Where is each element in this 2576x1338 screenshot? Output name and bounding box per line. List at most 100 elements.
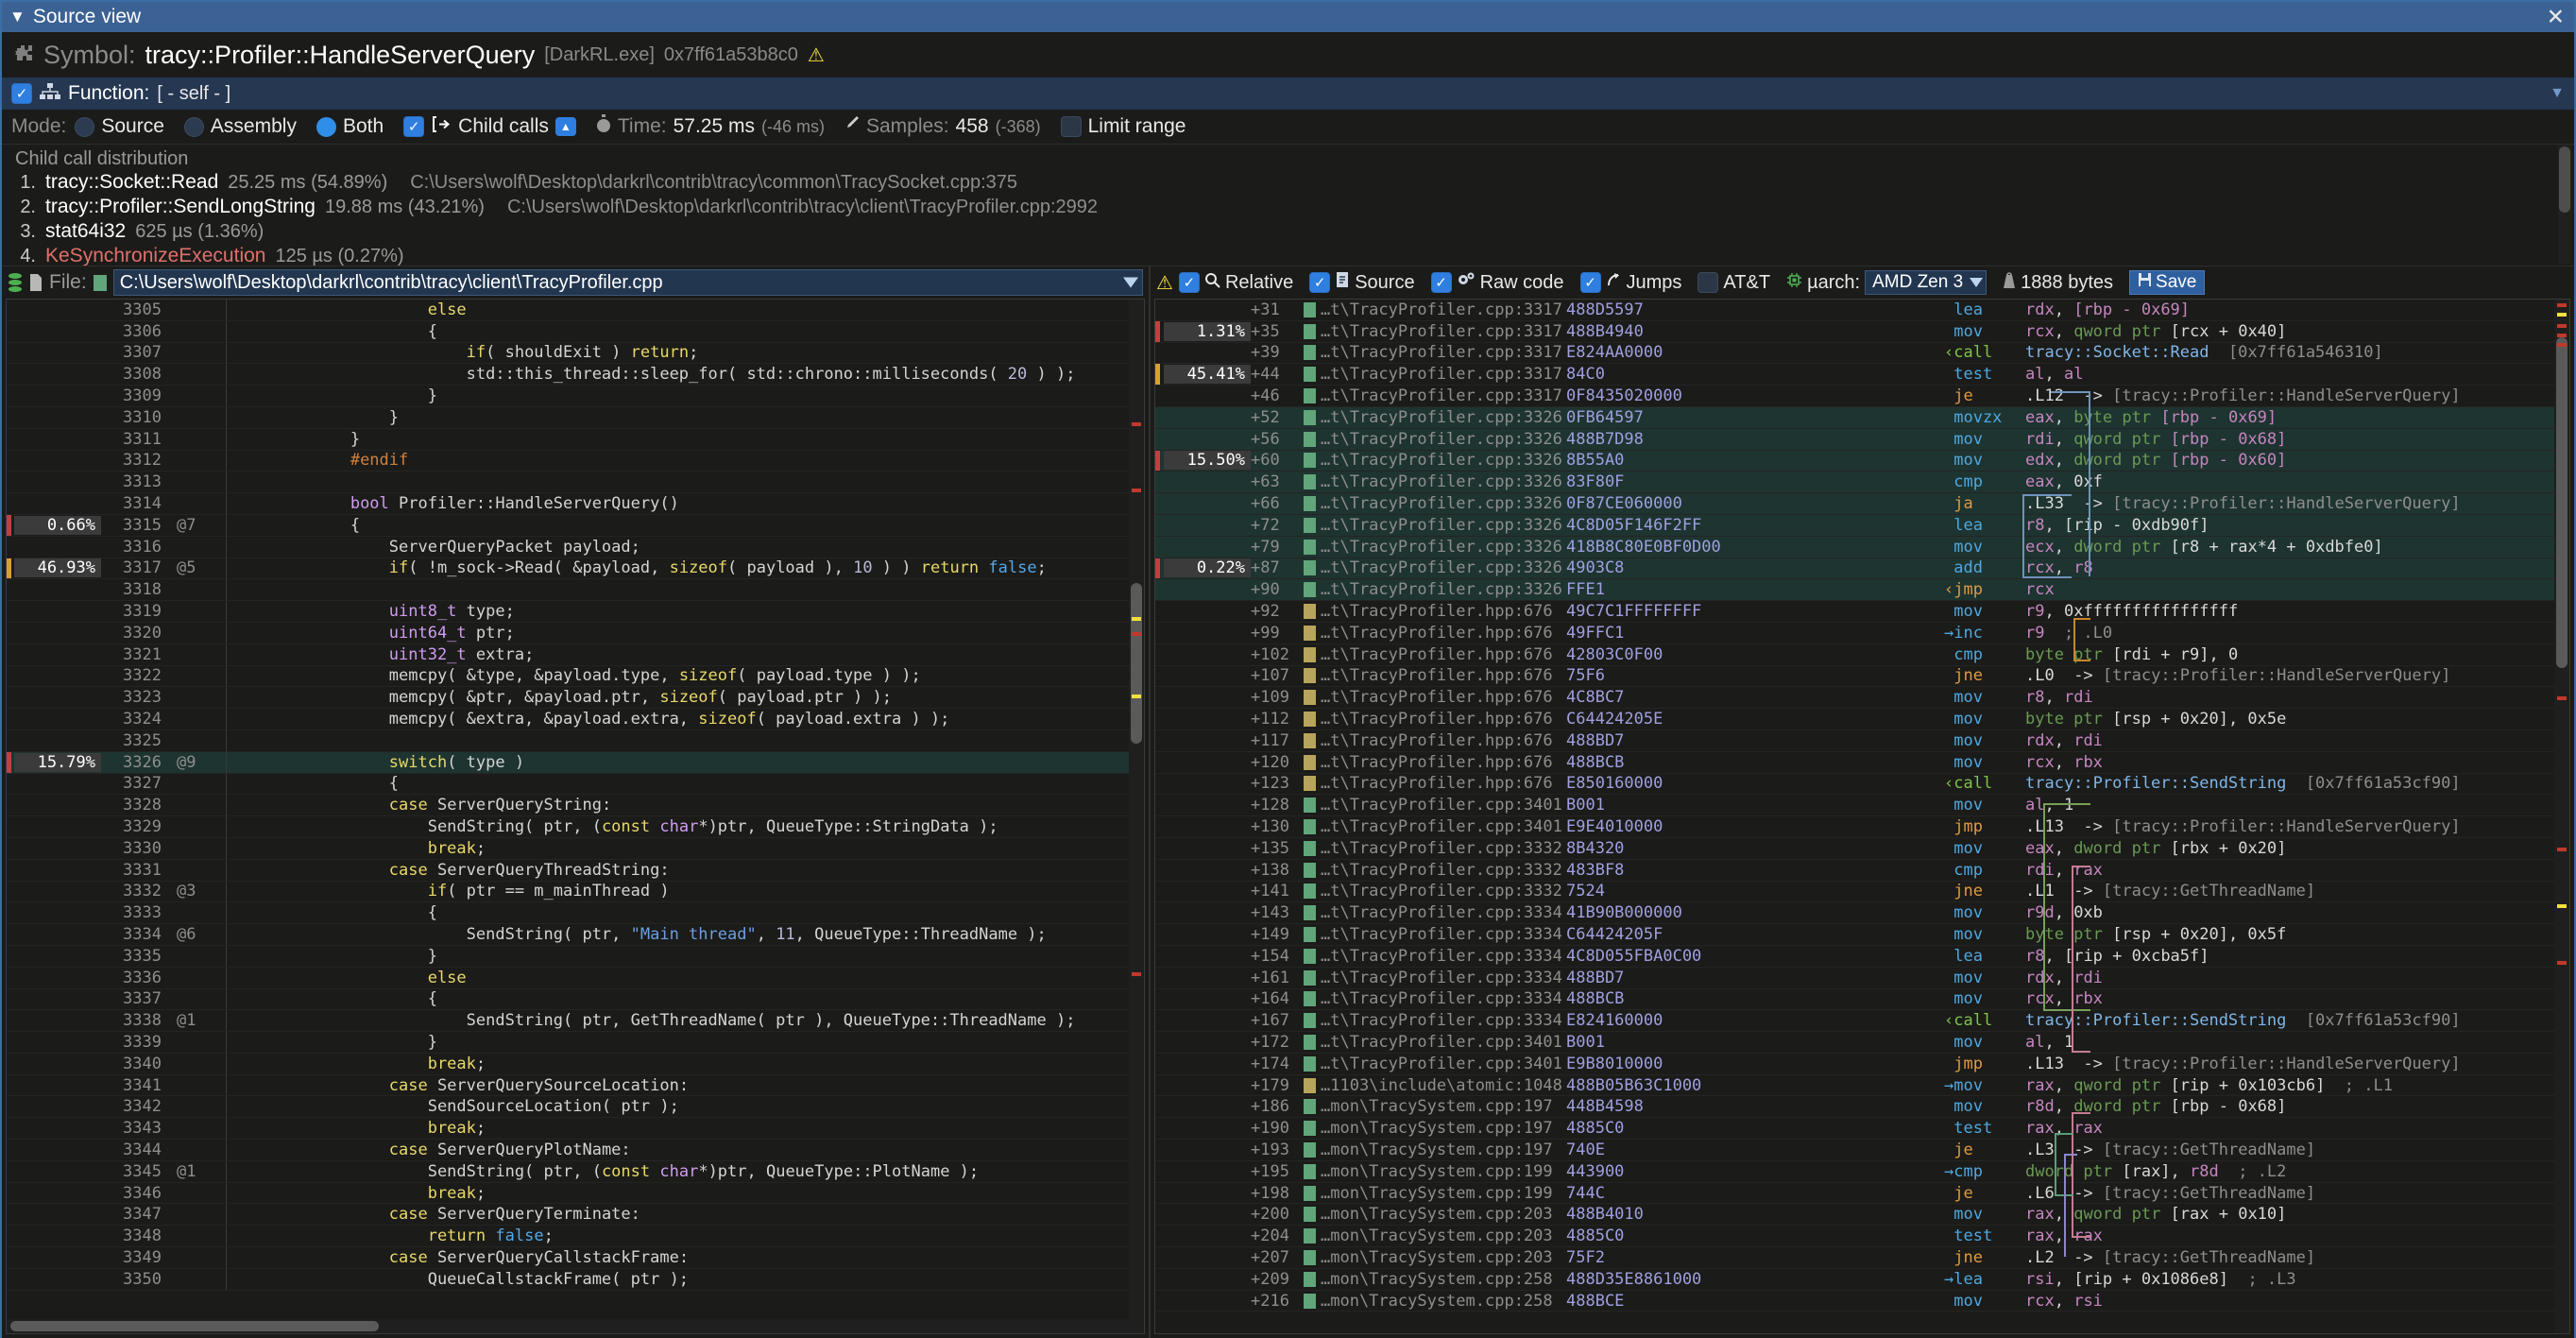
source-line[interactable]: 3350 QueueCallstackFrame( ptr ); [7,1268,1144,1291]
relative-toggle[interactable]: ✓ Relative [1178,272,1293,294]
assembly-code-area[interactable]: +31 …t\TracyProfiler.cpp:3317 488D5597 lea… [1154,299,2570,1334]
source-toggle[interactable]: ✓ Source [1309,271,1415,294]
source-line[interactable]: 3322 memcpy( &type, &payload.type, sizeo… [7,665,1144,688]
child-calls-toggle[interactable]: ✓ Child calls ▲ [403,115,576,138]
close-icon[interactable]: ✕ [2546,4,2565,29]
assembly-source-location[interactable]: …t\TracyProfiler.hpp:676 [1321,710,1553,729]
assembly-line[interactable]: +172 …t\TracyProfiler.cpp:3401 B001 mov al,… [1155,1032,2569,1054]
source-line[interactable]: 3342 SendSourceLocation( ptr ); [7,1096,1144,1119]
assembly-source-location[interactable]: …t\TracyProfiler.hpp:676 [1321,644,1553,664]
assembly-line[interactable]: +92 …t\TracyProfiler.hpp:676 49C7C1FFFFFFF… [1155,601,2569,623]
source-line[interactable]: 3311 } [7,428,1144,451]
source-hscrollbar[interactable] [7,1319,1129,1333]
assembly-line[interactable]: +56 …t\TracyProfiler.cpp:3326 488B7D98 mov… [1155,428,2569,451]
assembly-line[interactable]: +174 …t\TracyProfiler.cpp:3401 E9B8010000 … [1155,1054,2569,1075]
source-line[interactable]: 3341 case ServerQuerySourceLocation: [7,1074,1144,1097]
assembly-source-location[interactable]: …t\TracyProfiler.cpp:3326 [1321,580,1562,600]
source-line[interactable]: 3336 else [7,967,1144,989]
radio-both[interactable] [316,116,336,137]
mode-option-both[interactable]: Both [316,115,384,138]
assembly-line[interactable]: +107 …t\TracyProfiler.hpp:676 75F6 jne .L0 … [1155,666,2569,688]
source-line[interactable]: 3305 else [7,300,1144,321]
assembly-source-location[interactable]: …t\TracyProfiler.cpp:3334 [1321,925,1562,944]
assembly-line[interactable]: +154 …t\TracyProfiler.cpp:3334 4C8D055FBA0… [1155,946,2569,968]
source-line[interactable]: 3324 memcpy( &extra, &payload.extra, siz… [7,709,1144,730]
source-line[interactable]: 3347 case ServerQueryTerminate: [7,1204,1144,1226]
assembly-line[interactable]: +198 …mon\TracySystem.cpp:199 744C je .L6 -… [1155,1183,2569,1205]
source-line[interactable]: 3307 if( shouldExit ) return; [7,342,1144,365]
assembly-line[interactable]: +128 …t\TracyProfiler.cpp:3401 B001 mov al,… [1155,795,2569,817]
list-item[interactable]: 2. tracy::Profiler::SendLongString 19.88… [2,195,2574,219]
assembly-line[interactable]: +200 …mon\TracySystem.cpp:203 488B4010 mov… [1155,1204,2569,1226]
assembly-source-location[interactable]: …t\TracyProfiler.cpp:3326 [1321,494,1562,514]
assembly-source-location[interactable]: …t\TracyProfiler.cpp:3317 [1321,343,1562,363]
assembly-line[interactable]: +143 …t\TracyProfiler.cpp:3334 41B90B00000… [1155,902,2569,925]
assembly-source-location[interactable]: …mon\TracySystem.cpp:199 [1321,1161,1553,1181]
scrollbar-thumb[interactable] [2556,337,2567,668]
assembly-source-location[interactable]: …mon\TracySystem.cpp:197 [1321,1140,1553,1159]
file-path-combobox[interactable]: C:\Users\wolf\Desktop\darkrl\contrib\tra… [112,269,1143,296]
function-checkbox[interactable]: ✓ [11,83,32,104]
assembly-line[interactable]: +63 …t\TracyProfiler.cpp:3326 83F80F cmp ea… [1155,472,2569,494]
source-line[interactable]: 3308 std::this_thread::sleep_for( std::c… [7,364,1144,386]
assembly-line[interactable]: 15.50% +60 …t\TracyProfiler.cpp:3326 8B55A0… [1155,450,2569,472]
assembly-line[interactable]: +209 …mon\TracySystem.cpp:258 488D35E88610… [1155,1269,2569,1291]
assembly-source-location[interactable]: …t\TracyProfiler.hpp:676 [1321,688,1553,708]
source-code-area[interactable]: 3305 else 3306 {3307 if( shouldExit ) ret… [6,299,1145,1334]
assembly-source-location[interactable]: …t\TracyProfiler.cpp:3334 [1321,903,1562,923]
source-line[interactable]: 3327 { [7,773,1144,796]
chevron-up-icon[interactable]: ▲ [554,117,576,136]
assembly-source-location[interactable]: …t\TracyProfiler.cpp:3401 [1321,1032,1562,1052]
assembly-source-location[interactable]: …t\TracyProfiler.cpp:3326 [1321,472,1562,492]
assembly-source-location[interactable]: …mon\TracySystem.cpp:258 [1321,1269,1553,1289]
source-line[interactable]: 3349 case ServerQueryCallstackFrame: [7,1247,1144,1269]
source-line[interactable]: 3337 { [7,988,1144,1011]
raw-code-checkbox[interactable]: ✓ [1430,272,1452,293]
assembly-line[interactable]: +39 …t\TracyProfiler.cpp:3317 E824AA0000 ‹c… [1155,343,2569,365]
assembly-source-location[interactable]: …t\TracyProfiler.cpp:3326 [1321,537,1562,557]
assembly-line[interactable]: +66 …t\TracyProfiler.cpp:3326 0F87CE060000… [1155,493,2569,515]
source-line[interactable]: 3330 break; [7,837,1144,860]
child-call-name[interactable]: tracy::Socket::Read [45,171,219,193]
assembly-line[interactable]: 45.41% +44 …t\TracyProfiler.cpp:3317 84C0 t… [1155,364,2569,386]
source-line[interactable]: 3306 { [7,320,1144,343]
assembly-line[interactable]: 1.31% +35 …t\TracyProfiler.cpp:3317 488B494… [1155,320,2569,343]
assembly-line[interactable]: +141 …t\TracyProfiler.cpp:3332 7524 jne .L1… [1155,882,2569,903]
source-line[interactable]: 3325 [7,729,1144,752]
scrollbar-thumb[interactable] [2559,146,2570,213]
source-line[interactable]: 3334 @6 SendString( ptr, "Main thread", 1… [7,924,1144,946]
function-value[interactable]: [ - self - ] [157,82,231,104]
source-vscrollbar[interactable] [1129,300,1144,1333]
assembly-source-location[interactable]: …mon\TracySystem.cpp:197 [1321,1119,1553,1139]
assembly-source-location[interactable]: …t\TracyProfiler.cpp:3317 [1321,365,1562,385]
source-line[interactable]: 15.79% 3326 @9 switch( type ) [7,751,1144,774]
assembly-line[interactable]: +123 …t\TracyProfiler.hpp:676 E850160000 ‹c… [1155,774,2569,796]
child-call-name[interactable]: stat64i32 [45,220,127,242]
source-line[interactable]: 3314 bool Profiler::HandleServerQuery() [7,493,1144,515]
assembly-line[interactable]: +79 …t\TracyProfiler.cpp:3326 418B8C80E0BF… [1155,536,2569,558]
source-line[interactable]: 3345 @1 SendString( ptr, (const char*)ptr… [7,1160,1144,1183]
source-line[interactable]: 3339 } [7,1032,1144,1054]
assembly-line[interactable]: +216 …mon\TracySystem.cpp:258 488BCE mov rc… [1155,1291,2569,1312]
child-call-name[interactable]: tracy::Profiler::SendLongString [45,196,316,217]
source-line[interactable]: 3332 @3 if( ptr == m_mainThread ) [7,881,1144,903]
assembly-source-location[interactable]: …t\TracyProfiler.cpp:3334 [1321,989,1562,1009]
assembly-source-location[interactable]: …mon\TracySystem.cpp:203 [1321,1226,1553,1246]
source-line[interactable]: 3320 uint64_t ptr; [7,622,1144,644]
source-line[interactable]: 3318 [7,579,1144,602]
source-line[interactable]: 3338 @1 SendString( ptr, GetThreadName( p… [7,1010,1144,1033]
assembly-source-location[interactable]: …t\TracyProfiler.hpp:676 [1321,730,1553,750]
assembly-line[interactable]: +164 …t\TracyProfiler.cpp:3334 488BCB mov r… [1155,989,2569,1011]
raw-code-toggle[interactable]: ✓ Raw code [1430,271,1564,294]
source-line[interactable]: 3335 } [7,945,1144,968]
assembly-source-location[interactable]: …t\TracyProfiler.cpp:3401 [1321,1054,1562,1073]
uarch-combobox[interactable]: AMD Zen 3 [1865,270,1987,295]
source-line[interactable]: 3309 } [7,386,1144,407]
source-line[interactable]: 3333 { [7,902,1144,925]
att-toggle[interactable]: ✓ AT&T [1697,272,1770,294]
assembly-line[interactable]: +179 …1103\include\atomic:1048 488B05B63C1… [1155,1075,2569,1097]
assembly-line[interactable]: +109 …t\TracyProfiler.hpp:676 4C8BC7 mov r8… [1155,687,2569,710]
jumps-toggle[interactable]: ✓ Jumps [1579,272,1681,294]
assembly-line[interactable]: +195 …mon\TracySystem.cpp:199 443900 →cmp dw… [1155,1161,2569,1183]
assembly-source-location[interactable]: …t\TracyProfiler.cpp:3334 [1321,1011,1562,1031]
